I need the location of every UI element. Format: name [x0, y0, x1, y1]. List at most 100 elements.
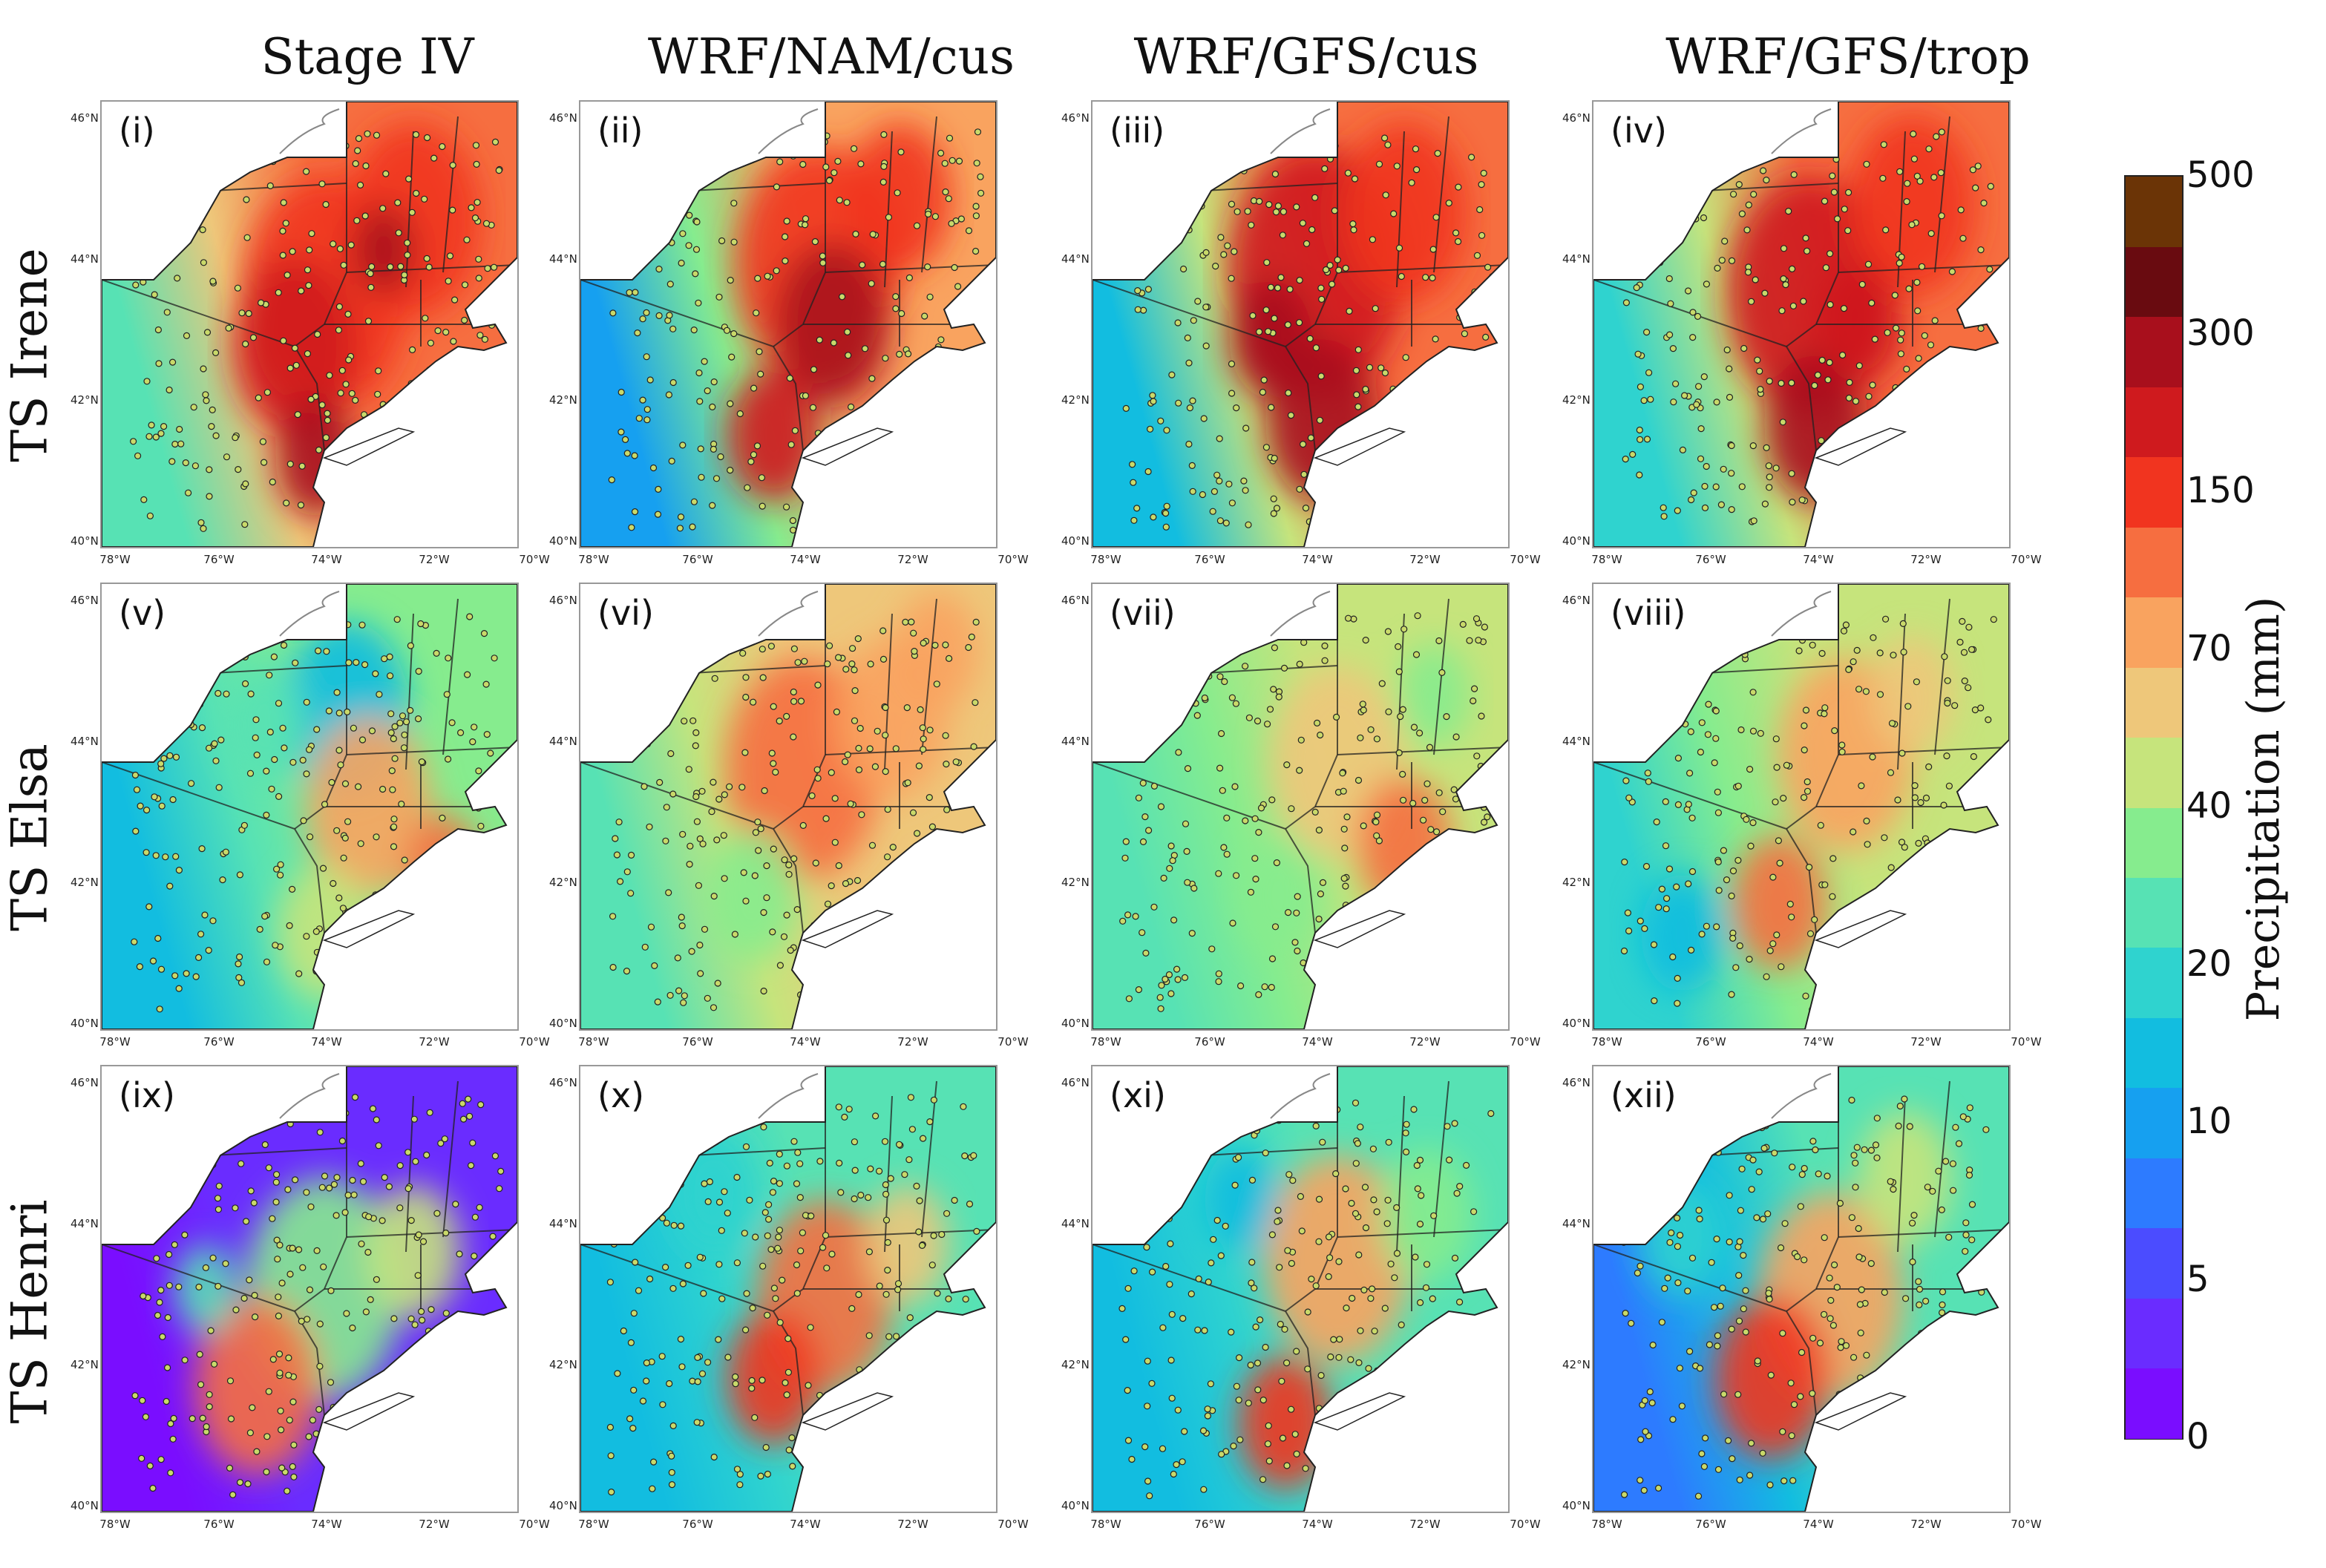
colorbar-bin-500: [2126, 177, 2182, 248]
rain-gauge-station: [1947, 882, 1955, 890]
rain-gauge-station: [643, 353, 650, 361]
rain-gauge-station: [1654, 663, 1662, 671]
rain-gauge-station: [1355, 1251, 1363, 1259]
rain-gauge-station: [1200, 1486, 1208, 1493]
rain-gauge-station: [1650, 941, 1658, 948]
rain-gauge-station: [1280, 664, 1288, 672]
rain-gauge-station: [1332, 1170, 1340, 1178]
state-border-line: [773, 102, 826, 347]
rain-gauge-station: [1185, 616, 1192, 624]
rain-gauge-station: [790, 152, 797, 160]
rain-gauge-station: [892, 518, 900, 525]
rain-gauge-station: [915, 762, 923, 770]
rain-gauge-station: [1181, 974, 1189, 982]
rain-gauge-station: [1288, 1259, 1295, 1267]
rain-gauge-station: [648, 1173, 656, 1181]
latitude-tick-label: 42°N: [549, 876, 577, 889]
precipitation-field: [1092, 102, 1508, 547]
precipitation-contour-blob: [195, 1296, 320, 1474]
rain-gauge-station: [1466, 907, 1473, 914]
rain-gauge-station: [333, 1174, 341, 1181]
rain-gauge-station: [382, 170, 390, 177]
rain-gauge-station: [162, 853, 169, 861]
rain-gauge-station: [1393, 1204, 1400, 1211]
rain-gauge-station: [468, 204, 475, 211]
rain-gauge-station: [1483, 1429, 1490, 1437]
rain-gauge-station: [1402, 354, 1409, 361]
rain-gauge-station: [385, 1183, 393, 1190]
rain-gauge-station: [723, 327, 731, 334]
rain-gauge-station: [696, 398, 704, 405]
rain-gauge-station: [1955, 997, 1962, 1005]
rain-gauge-station: [1697, 425, 1705, 433]
rain-gauge-station: [851, 145, 858, 152]
rain-gauge-station: [1686, 1118, 1694, 1126]
rain-gauge-station: [786, 375, 793, 382]
rain-gauge-station: [1293, 909, 1300, 916]
rain-gauge-station: [487, 1482, 494, 1490]
precipitation-contour-blob: [407, 814, 479, 918]
rain-gauge-station: [294, 411, 301, 419]
rain-gauge-station: [1747, 842, 1755, 850]
rain-gauge-station: [1336, 1336, 1343, 1343]
rain-gauge-station: [369, 490, 376, 498]
rain-gauge-station: [736, 410, 744, 418]
rain-gauge-station: [1959, 487, 1966, 494]
rain-gauge-station: [867, 660, 874, 668]
rain-gauge-station: [678, 259, 685, 267]
state-border-line: [1092, 761, 1316, 934]
rain-gauge-station: [1861, 479, 1868, 486]
rain-gauge-station: [1399, 1378, 1406, 1385]
rain-gauge-station: [1298, 1227, 1305, 1235]
longitude-tick-label: 78°W: [578, 553, 609, 566]
rain-gauge-station: [1893, 887, 1900, 894]
rain-gauge-station: [1773, 931, 1780, 939]
rain-gauge-station: [1720, 1095, 1728, 1103]
rain-gauge-station: [1669, 1416, 1677, 1423]
rain-gauge-station: [238, 309, 246, 317]
rain-gauge-station: [1664, 1274, 1671, 1282]
rain-gauge-station: [822, 1232, 830, 1239]
rain-gauge-station: [209, 917, 217, 925]
rain-gauge-station: [628, 656, 636, 664]
rain-gauge-station: [1863, 160, 1870, 168]
rain-gauge-station: [154, 227, 161, 234]
rain-gauge-station: [1452, 1412, 1460, 1420]
rain-gauge-station: [1184, 334, 1191, 341]
rain-gauge-station: [314, 330, 321, 338]
precipitation-map: [580, 584, 996, 1029]
rain-gauge-station: [784, 133, 791, 140]
rain-gauge-station: [1693, 401, 1700, 408]
rain-gauge-station: [1719, 1285, 1726, 1292]
rain-gauge-station: [1915, 839, 1922, 847]
rain-gauge-station: [156, 1299, 163, 1306]
rain-gauge-station: [388, 767, 396, 775]
rain-gauge-station: [1429, 1338, 1437, 1345]
rain-gauge-station: [759, 1377, 766, 1384]
rain-gauge-station: [1473, 847, 1481, 855]
rain-gauge-station: [1268, 983, 1275, 991]
rain-gauge-station: [969, 790, 977, 798]
precipitation-contour-blob: [1205, 1148, 1277, 1252]
rain-gauge-station: [1127, 1231, 1135, 1239]
rain-gauge-station: [1393, 391, 1400, 398]
colorbar-title: Precipitation (mm): [2238, 596, 2290, 1022]
rain-gauge-station: [1695, 1207, 1703, 1214]
rain-gauge-station: [1848, 1214, 1855, 1221]
rain-gauge-station: [1962, 1247, 1969, 1255]
rain-gauge-station: [1804, 787, 1812, 795]
rain-gauge-station: [1326, 1431, 1333, 1440]
rain-gauge-station: [1222, 1222, 1229, 1230]
rain-gauge-station: [732, 1380, 739, 1388]
rain-gauge-station: [1665, 657, 1673, 665]
rain-gauge-station: [278, 1426, 285, 1434]
rain-gauge-station: [607, 638, 615, 646]
rain-gauge-station: [883, 440, 891, 447]
rain-gauge-station: [1175, 749, 1182, 756]
rain-gauge-station: [1674, 507, 1681, 514]
rain-gauge-station: [357, 1160, 364, 1167]
rain-gauge-station: [1427, 1374, 1435, 1381]
long-island-outline: [322, 427, 416, 466]
rain-gauge-station: [1272, 209, 1280, 216]
longitude-tick-label: 76°W: [1695, 1035, 1726, 1049]
